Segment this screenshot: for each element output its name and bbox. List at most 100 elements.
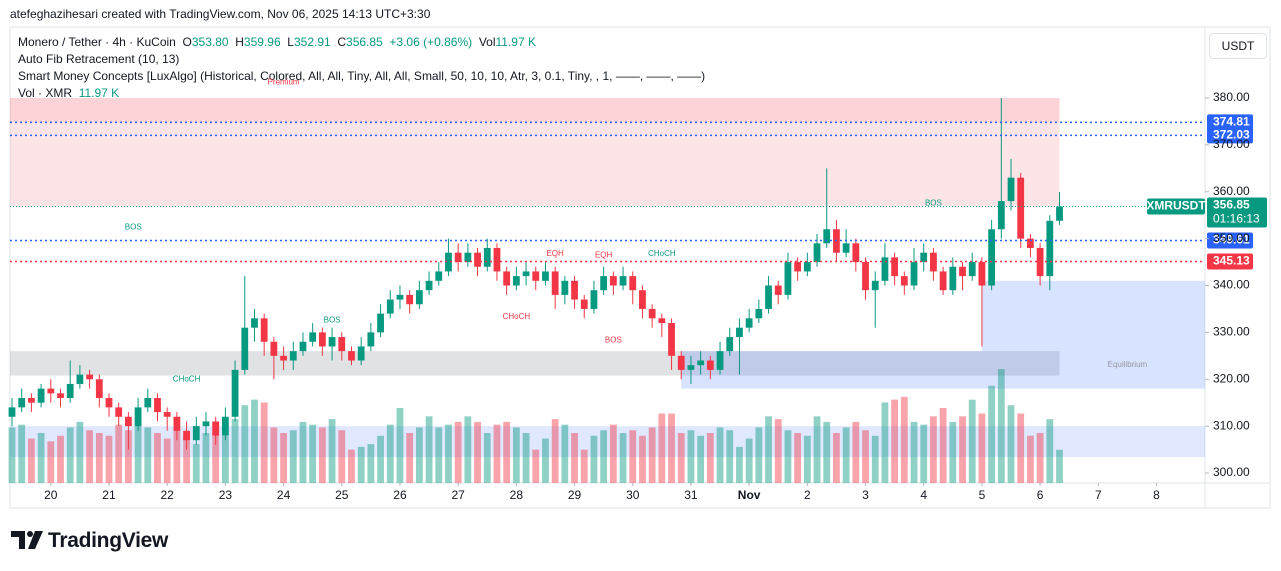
candle-body xyxy=(765,285,772,309)
currency-button[interactable]: USDT xyxy=(1209,33,1267,59)
volume-bar xyxy=(745,438,753,483)
volume-bar xyxy=(774,419,782,483)
candle-body xyxy=(571,280,578,300)
annotation: EQH xyxy=(595,251,613,260)
x-tick-label: 20 xyxy=(44,488,58,502)
volume-bar xyxy=(425,416,433,483)
annotation: BOS xyxy=(925,199,942,208)
header: atefeghazihesari created with TradingVie… xyxy=(10,7,431,21)
candle-body xyxy=(435,271,443,281)
candle-body xyxy=(338,337,346,352)
volume-bar xyxy=(406,433,414,483)
candle-body xyxy=(949,266,957,291)
candle-body xyxy=(900,276,908,286)
volume-bar xyxy=(318,427,326,483)
volume-bar xyxy=(930,416,937,483)
o-label: O xyxy=(182,35,192,49)
candle-body xyxy=(687,365,695,370)
y-tick-label: 340.00 xyxy=(1213,278,1250,292)
candle-body xyxy=(134,407,142,427)
candle-body xyxy=(852,243,860,263)
candle-body xyxy=(1017,177,1025,239)
volume-bar xyxy=(251,399,258,483)
volume-bar xyxy=(881,402,889,483)
candle-body xyxy=(968,262,976,277)
volume-bar xyxy=(212,424,220,483)
volume-bar xyxy=(619,433,627,483)
candle-body xyxy=(28,398,35,403)
volume-bar xyxy=(736,446,743,483)
candle-body xyxy=(377,313,384,333)
candle-body xyxy=(522,271,530,277)
volume-bar xyxy=(445,424,452,483)
candle-body xyxy=(154,398,161,413)
o: 353.80 xyxy=(191,35,229,49)
volume-bar xyxy=(677,433,685,483)
volume-bar xyxy=(668,413,675,483)
candle-body xyxy=(144,398,152,408)
candle-body xyxy=(8,407,16,417)
indicator: Auto Fib Retracement (10, 13) xyxy=(18,52,180,66)
volume-bar xyxy=(687,430,695,483)
l-label: L xyxy=(287,35,294,49)
volume-bar xyxy=(571,433,578,483)
c: 356.85 xyxy=(346,35,383,49)
volume-bar xyxy=(47,441,55,483)
annotation: BOS xyxy=(324,315,341,324)
annotation: Premium xyxy=(268,78,300,87)
level-tag xyxy=(1207,253,1253,270)
indicator: Vol · XMR 11.97 K xyxy=(18,86,119,100)
volume-bar xyxy=(609,424,617,483)
volume-bar xyxy=(183,435,190,483)
candle-body xyxy=(648,308,656,319)
volume-bar xyxy=(803,435,811,483)
volume-bar xyxy=(192,444,200,483)
candle-body xyxy=(939,271,947,291)
indicator-value: 11.97 K xyxy=(78,86,120,100)
x-tick-label: 5 xyxy=(979,488,986,502)
symbol: Monero / Tether · 4h · KuCoin xyxy=(18,35,176,49)
volume-bar xyxy=(629,430,637,483)
volume-bar xyxy=(503,421,511,483)
volume-bar xyxy=(1007,405,1015,483)
candle-body xyxy=(396,294,404,300)
volume-bar xyxy=(144,427,152,483)
candle-body xyxy=(221,416,229,436)
candle-body xyxy=(270,341,278,356)
indicator: Smart Money Concepts [LuxAlgo] (Historic… xyxy=(18,69,706,83)
volume-bar xyxy=(95,433,103,483)
candle-body xyxy=(532,271,540,281)
volume-bar xyxy=(173,430,181,483)
volume-bar xyxy=(959,416,966,483)
volume-bar xyxy=(988,385,996,483)
volume-bar xyxy=(1027,435,1034,483)
volume-bar xyxy=(435,427,443,483)
y-tick-label: 320.00 xyxy=(1213,371,1250,385)
candles xyxy=(8,97,1063,450)
candle-body xyxy=(503,271,511,286)
vol-label: Vol xyxy=(478,35,496,49)
c-label: C xyxy=(337,35,347,49)
annotation: EQH xyxy=(546,249,564,258)
volume-bar xyxy=(842,427,850,483)
candle-body xyxy=(386,299,394,314)
annotation: Equilibrium xyxy=(1108,360,1148,369)
volume-bar xyxy=(658,413,666,483)
zone xyxy=(10,351,1060,376)
volume-bar xyxy=(910,421,918,483)
volume-bar xyxy=(706,433,714,483)
candle-body xyxy=(474,252,481,267)
candle-body xyxy=(47,388,55,394)
volume-bar xyxy=(852,421,860,483)
l: 352.91 xyxy=(293,35,331,49)
candle-body xyxy=(561,280,569,295)
candle-body xyxy=(183,430,190,441)
x-tick-label: 31 xyxy=(684,488,698,502)
volume-bar xyxy=(474,421,481,483)
candle-body xyxy=(493,247,501,272)
candle-body xyxy=(1007,177,1015,202)
candle-body xyxy=(18,398,26,408)
x-tick-label: 7 xyxy=(1095,488,1102,502)
